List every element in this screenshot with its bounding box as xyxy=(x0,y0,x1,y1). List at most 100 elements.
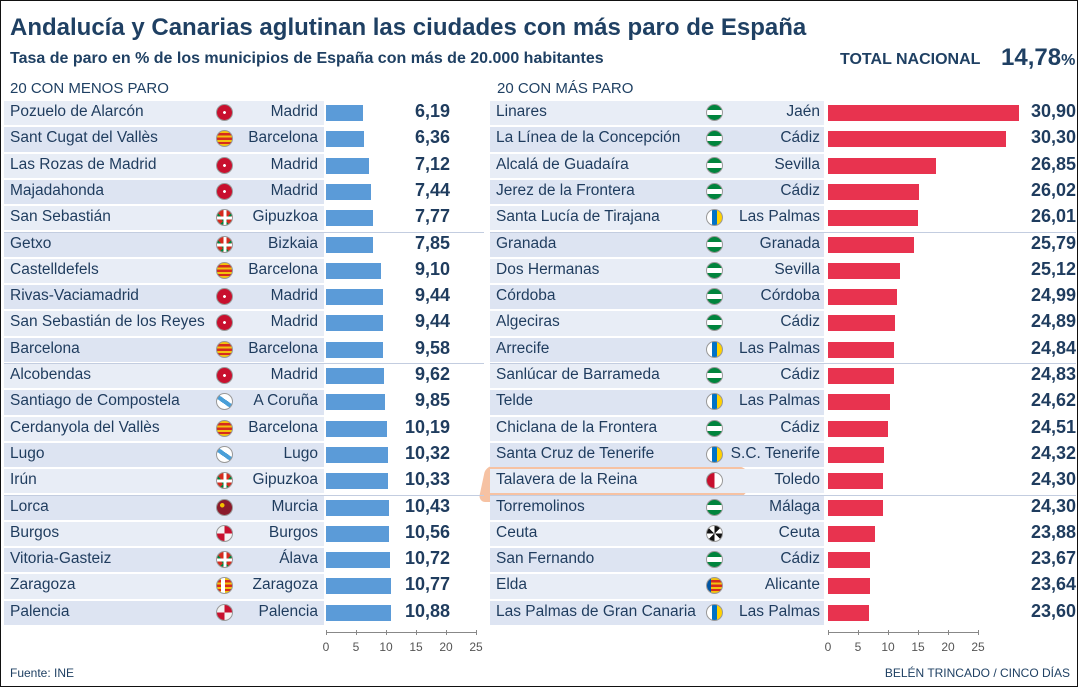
andalucia-flag-icon xyxy=(706,130,723,148)
euskadi-flag-icon xyxy=(216,235,233,253)
province-name: Madrid xyxy=(270,155,318,173)
panel-most-unemployment: Linares Jaén 30,90 La Línea de la Concepció… xyxy=(490,100,1076,627)
table-row: Arrecife Las Palmas 24,84 xyxy=(490,337,1076,363)
data-bar xyxy=(828,420,888,437)
data-bar xyxy=(828,131,1006,148)
data-bar xyxy=(326,394,385,411)
row-background xyxy=(490,127,824,152)
data-label: 24,62 xyxy=(1030,390,1076,411)
province-name: Barcelona xyxy=(248,339,318,357)
table-row: Getxo Bizkaia 7,85 xyxy=(4,232,484,258)
city-name: Elda xyxy=(496,576,528,594)
province-name: Alicante xyxy=(764,576,820,594)
group-separator xyxy=(490,231,1076,233)
x-axis-tick xyxy=(326,630,327,635)
province-name: Cádiz xyxy=(780,550,820,568)
andalucia-flag-icon xyxy=(706,551,723,569)
row-background xyxy=(4,258,324,284)
x-axis-line xyxy=(828,632,978,633)
table-row: Talavera de la Reina Toledo 24,30 xyxy=(490,468,1076,494)
madrid-flag-icon xyxy=(216,104,233,121)
table-row: Majadahonda Madrid 7,44 xyxy=(4,179,484,205)
data-label: 23,88 xyxy=(1030,521,1076,542)
chart-subtitle: Tasa de paro en % de los municipios de E… xyxy=(10,50,604,67)
row-background xyxy=(490,179,824,205)
city-name: Las Palmas de Gran Canaria xyxy=(496,602,696,620)
ceuta-flag-icon xyxy=(706,524,723,542)
madrid-flag-icon xyxy=(216,182,233,200)
table-row: Elda Alicante 23,64 xyxy=(490,573,1076,599)
data-bar xyxy=(326,183,371,200)
data-bar xyxy=(828,604,869,621)
group-separator xyxy=(4,231,484,233)
x-axis-tick xyxy=(386,630,387,635)
city-name: Lorca xyxy=(10,497,49,515)
andalucia-flag-icon xyxy=(706,235,723,253)
data-label: 10,19 xyxy=(404,416,450,437)
data-label: 7,44 xyxy=(414,179,450,200)
table-row: Córdoba Córdoba 24,99 xyxy=(490,284,1076,310)
data-label: 23,67 xyxy=(1030,548,1076,569)
data-label: 25,79 xyxy=(1030,232,1076,253)
data-bar xyxy=(828,368,894,384)
province-name: Ceuta xyxy=(778,523,820,541)
row-background xyxy=(4,311,324,336)
table-row: Palencia Palencia 10,88 xyxy=(4,600,484,626)
city-name: San Sebastián de los Reyes xyxy=(10,313,205,331)
data-bar xyxy=(326,341,383,358)
table-row: Algeciras Cádiz 24,89 xyxy=(490,310,1076,336)
data-label: 10,56 xyxy=(404,521,450,542)
andalucia-flag-icon xyxy=(706,367,723,384)
andalucia-flag-icon xyxy=(706,104,723,121)
x-axis-tick-label: 25 xyxy=(469,640,483,654)
galicia-flag-icon xyxy=(216,445,233,463)
city-name: Sanlúcar de Barrameda xyxy=(496,366,660,383)
data-bar xyxy=(326,499,389,516)
data-bar xyxy=(828,341,894,358)
x-axis-tick xyxy=(918,630,919,635)
province-name: Sevilla xyxy=(774,155,820,173)
data-bar xyxy=(828,552,870,569)
province-name: Las Palmas xyxy=(739,602,820,620)
row-background xyxy=(490,521,824,547)
province-name: Cádiz xyxy=(780,313,820,331)
x-axis-tick-label: 15 xyxy=(911,640,925,654)
table-row: Lugo Lugo 10,32 xyxy=(4,442,484,468)
table-row: Sant Cugat del Vallès Barcelona 6,36 xyxy=(4,126,484,152)
row-background xyxy=(490,548,824,573)
table-row: Rivas-Vaciamadrid Madrid 9,44 xyxy=(4,284,484,310)
euskadi-flag-icon xyxy=(216,472,233,490)
row-background xyxy=(490,469,824,494)
province-name: Madrid xyxy=(270,287,318,305)
table-row: Granada Granada 25,79 xyxy=(490,232,1076,258)
row-background xyxy=(4,127,324,152)
data-bar xyxy=(326,473,388,490)
table-row: Jerez de la Frontera Cádiz 26,02 xyxy=(490,179,1076,205)
row-background xyxy=(490,153,824,178)
city-name: Arrecife xyxy=(496,339,550,357)
city-name: Alcalá de Guadaíra xyxy=(496,155,629,173)
panel-title-most: 20 CON MÁS PARO xyxy=(497,80,634,97)
data-label: 9,62 xyxy=(414,364,450,384)
canarias-flag-icon xyxy=(706,603,723,621)
x-axis-tick-label: 5 xyxy=(352,640,360,654)
row-background xyxy=(490,285,824,310)
table-row: Telde Las Palmas 24,62 xyxy=(490,389,1076,415)
aragon-flag-icon xyxy=(216,577,233,595)
x-axis-tick xyxy=(416,630,417,635)
row-background xyxy=(490,232,824,257)
data-label: 24,99 xyxy=(1030,285,1076,306)
province-name: A Coruña xyxy=(253,392,318,410)
data-label: 10,32 xyxy=(404,442,450,463)
row-background xyxy=(490,101,824,126)
data-label: 10,88 xyxy=(404,600,450,621)
andalucia-flag-icon xyxy=(706,498,723,516)
canarias-flag-icon xyxy=(706,340,723,358)
row-background xyxy=(4,574,324,599)
table-row: Lorca Murcia 10,43 xyxy=(4,495,484,521)
canarias-flag-icon xyxy=(706,209,723,227)
total-national-value: 14,78% xyxy=(1001,44,1075,72)
panel-least-unemployment: Pozuelo de Alarcón Madrid 6,19 Sant Cugat d… xyxy=(4,100,484,627)
data-label: 26,85 xyxy=(1030,153,1076,174)
canarias-flag-icon xyxy=(706,445,723,463)
